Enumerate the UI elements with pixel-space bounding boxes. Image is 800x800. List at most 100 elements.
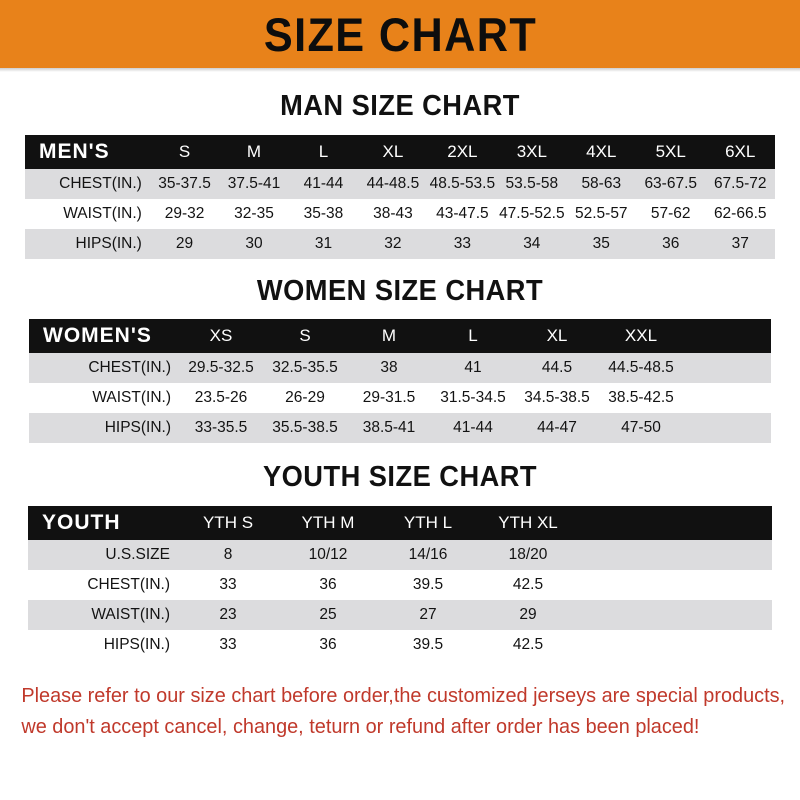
women-cell-spacer	[683, 353, 771, 383]
men-cell: 31	[314, 235, 333, 252]
men-size-table: MEN'S S M L XL 2XL 3XL 4XL 5XL 6XL CHEST…	[25, 135, 775, 259]
table-row: HIPS(IN.) 33 36 39.5 42.5	[28, 630, 772, 660]
men-corner-label: MEN'S	[39, 140, 110, 163]
women-row-label: CHEST(IN.)	[88, 359, 171, 376]
women-cell: 31.5-34.5	[440, 389, 506, 406]
women-size-header: XS	[209, 326, 233, 345]
men-size-header: L	[318, 142, 329, 161]
men-cell: 32	[384, 235, 402, 252]
youth-row-label: U.S.SIZE	[105, 546, 170, 563]
youth-cell: 29	[519, 606, 537, 623]
women-size-header: XL	[546, 326, 568, 345]
men-size-header: 6XL	[725, 142, 756, 161]
youth-size-header: YTH S	[202, 513, 254, 532]
women-size-header: M	[381, 326, 397, 345]
men-cell: 43-47.5	[436, 205, 489, 222]
youth-header-row: YOUTH YTH S YTH M YTH L YTH XL	[28, 506, 772, 540]
youth-section-title: YOUTH SIZE CHART	[262, 461, 538, 493]
women-cell: 35.5-38.5	[272, 419, 338, 436]
women-row-label: HIPS(IN.)	[104, 419, 171, 436]
table-row: CHEST(IN.) 35-37.5 37.5-41 41-44 44-48.5…	[25, 169, 775, 199]
men-cell: 48.5-53.5	[429, 175, 496, 192]
women-cell: 41	[464, 359, 482, 376]
women-cell: 44.5-48.5	[608, 359, 674, 376]
table-row: CHEST(IN.) 29.5-32.5 32.5-35.5 38 41 44.…	[29, 353, 771, 383]
youth-cell: 36	[319, 576, 337, 593]
women-cell: 29-31.5	[362, 389, 416, 406]
disclaimer-text: Please refer to our size chart before or…	[0, 680, 786, 742]
youth-cell: 8	[223, 546, 233, 563]
youth-cell-spacer	[578, 570, 772, 600]
men-size-header: 5XL	[655, 142, 686, 161]
women-cell: 23.5-26	[194, 389, 248, 406]
men-cell: 33	[453, 235, 471, 252]
men-size-header: XL	[382, 142, 404, 161]
men-header-row: MEN'S S M L XL 2XL 3XL 4XL 5XL 6XL	[25, 135, 775, 169]
men-row-label: WAIST(IN.)	[63, 205, 142, 222]
women-header-spacer	[683, 319, 771, 353]
women-size-header: S	[299, 326, 311, 345]
table-row: U.S.SIZE 8 10/12 14/16 18/20	[28, 540, 772, 570]
youth-cell: 27	[419, 606, 437, 623]
men-cell: 36	[662, 235, 680, 252]
men-section-title: MAN SIZE CHART	[280, 90, 520, 122]
disclaimer-line-1: Please refer to our size chart before or…	[21, 684, 786, 707]
youth-row-label: HIPS(IN.)	[103, 636, 170, 653]
youth-cell-spacer	[578, 630, 772, 660]
youth-cell: 42.5	[512, 576, 544, 593]
women-cell: 29.5-32.5	[188, 359, 254, 376]
women-table-wrapper: WOMEN'S XS S M L XL XXL CHEST(IN.) 29.5-…	[0, 319, 800, 443]
men-size-header: 4XL	[586, 142, 617, 161]
table-row: WAIST(IN.) 23 25 27 29	[28, 600, 772, 630]
women-cell: 34.5-38.5	[524, 389, 590, 406]
men-cell: 37	[731, 235, 749, 252]
table-row: HIPS(IN.) 29 30 31 32 33 34 35 36 37	[25, 229, 775, 259]
youth-cell: 18/20	[508, 546, 548, 563]
women-cell: 41-44	[453, 419, 493, 436]
table-row: HIPS(IN.) 33-35.5 35.5-38.5 38.5-41 41-4…	[29, 413, 771, 443]
women-corner-label: WOMEN'S	[43, 324, 152, 347]
youth-cell-spacer	[578, 600, 772, 630]
men-cell: 63-67.5	[644, 175, 698, 192]
youth-cell: 33	[219, 636, 237, 653]
men-cell: 29	[175, 235, 194, 252]
youth-table-body: YOUTH YTH S YTH M YTH L YTH XL U.S.SIZE …	[28, 506, 772, 660]
women-cell: 47-50	[621, 419, 661, 436]
men-cell: 32-35	[234, 205, 274, 222]
women-cell: 38.5-41	[362, 419, 416, 436]
youth-cell: 42.5	[512, 636, 544, 653]
page-banner: SIZE CHART	[0, 0, 800, 68]
women-table-body: WOMEN'S XS S M L XL XXL CHEST(IN.) 29.5-…	[29, 319, 771, 443]
men-table-body: MEN'S S M L XL 2XL 3XL 4XL 5XL 6XL CHEST…	[25, 135, 775, 259]
men-cell: 35-37.5	[158, 175, 211, 192]
youth-size-header: YTH L	[403, 513, 453, 532]
women-size-header: L	[468, 326, 478, 345]
men-cell: 37.5-41	[227, 175, 281, 192]
table-row: CHEST(IN.) 33 36 39.5 42.5	[28, 570, 772, 600]
women-header-row: WOMEN'S XS S M L XL XXL	[29, 319, 771, 353]
youth-cell: 36	[319, 636, 337, 653]
youth-size-header: YTH XL	[498, 513, 558, 532]
men-table-wrapper: MEN'S S M L XL 2XL 3XL 4XL 5XL 6XL CHEST…	[0, 135, 800, 259]
youth-cell: 25	[319, 606, 337, 623]
men-cell: 52.5-57	[574, 205, 628, 222]
men-row-label: CHEST(IN.)	[59, 175, 142, 192]
men-cell: 57-62	[650, 205, 691, 222]
men-cell: 47.5-52.5	[499, 205, 565, 222]
men-cell: 67.5-72	[713, 175, 767, 192]
men-row-label: HIPS(IN.)	[75, 235, 142, 252]
men-size-header: 2XL	[447, 142, 478, 161]
table-row: WAIST(IN.) 23.5-26 26-29 29-31.5 31.5-34…	[29, 383, 771, 413]
men-cell: 38-43	[373, 205, 413, 222]
youth-cell: 33	[219, 576, 237, 593]
men-size-header: S	[178, 142, 191, 161]
women-cell: 38.5-42.5	[608, 389, 674, 406]
men-size-header: M	[246, 142, 262, 161]
youth-row-label: CHEST(IN.)	[87, 576, 170, 593]
men-size-header: 3XL	[516, 142, 547, 161]
men-cell: 41-44	[303, 175, 344, 192]
youth-cell: 39.5	[412, 636, 444, 653]
women-cell: 33-35.5	[194, 419, 248, 436]
men-cell: 34	[523, 235, 541, 252]
page-title: SIZE CHART	[263, 7, 537, 61]
